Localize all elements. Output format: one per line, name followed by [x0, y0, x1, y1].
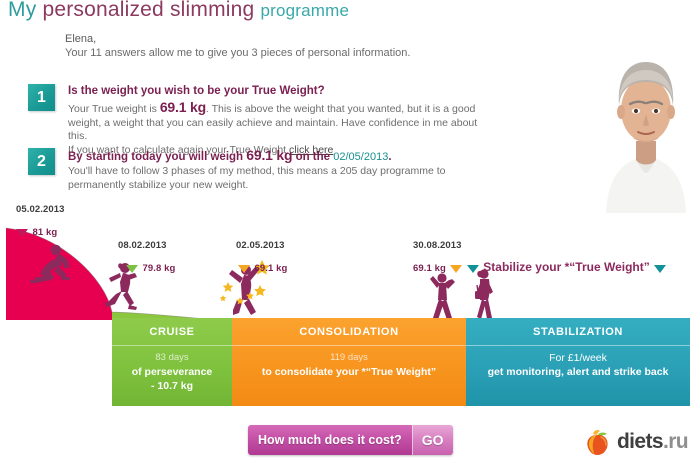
- logo-wordmark: diets.ru: [616, 430, 689, 454]
- phase-stabilization-name: STABILIZATION: [466, 318, 690, 346]
- block-1-number: 1: [28, 84, 55, 111]
- recalculate-link[interactable]: click here: [289, 143, 334, 156]
- block-2-text: You'll have to follow 3 phases of my met…: [68, 165, 446, 191]
- figure-walking-with-bag: [475, 269, 493, 319]
- marker-3-weight: 69.1 kg: [254, 263, 288, 274]
- marker-weight-4: 69.1 kg Stabilize your *“True Weight”: [413, 258, 667, 276]
- marker-4-weight: 69.1 kg: [413, 263, 446, 274]
- block-1-text-before: Your True weight is: [68, 103, 157, 115]
- info-block-1: 1 Is the weight you wish to be your True…: [28, 84, 498, 157]
- site-logo[interactable]: diets.ru: [585, 428, 689, 456]
- figure-jumping-celebration: [219, 260, 270, 315]
- marker-label-4: 30.08.2013: [413, 240, 462, 251]
- block-2-title-end: .: [388, 151, 392, 163]
- cta-label: How much does it cost?: [248, 425, 412, 455]
- block-1-title: Is the weight you wish to be your True W…: [68, 85, 325, 97]
- block-1-line3: If you want to calculate again your True…: [68, 144, 498, 158]
- marker-1-date: 05.02.2013: [16, 204, 65, 215]
- triangle-down-teal-icon-right: [654, 265, 667, 273]
- intro-block: Elena, Your 11 answers allow me to give …: [65, 32, 535, 61]
- marker-2-date: 08.02.2013: [118, 240, 167, 251]
- phase-consolidation-days: 119 days: [330, 352, 368, 363]
- marker-weight-1: 81 kg: [16, 222, 57, 240]
- block-2-target-date: 02/05/2013: [333, 151, 389, 163]
- page-title-part2: personalized slimming: [42, 0, 255, 21]
- greeting-text: Elena,: [65, 33, 97, 45]
- info-block-2: 2 By starting today you will weigh 69.1 …: [28, 148, 498, 192]
- page-title: My personalized slimming programme: [8, 0, 349, 22]
- marker-weight-2: 79.8 kg: [126, 258, 175, 276]
- logo-name: diets: [616, 430, 664, 453]
- cost-cta-button[interactable]: How much does it cost? GO: [248, 425, 453, 455]
- triangle-down-pink-icon: [16, 229, 28, 237]
- block-2-title-before: By starting today you will weigh: [68, 151, 244, 163]
- marker-label-2: 08.02.2013: [118, 240, 167, 251]
- block-2-weight-value: 69.1 kg: [246, 147, 293, 163]
- portrait-illustration: [600, 38, 692, 213]
- phase-bar-consolidation[interactable]: CONSOLIDATION 119 days to consolidate yo…: [232, 318, 466, 406]
- apple-icon: [587, 430, 608, 455]
- block-1-text-after: . This is above the weight that you want…: [68, 103, 478, 142]
- phase-attack-days: 3 days: [45, 352, 73, 363]
- figure-crouching-start: [30, 244, 70, 283]
- triangle-down-orange-icon-2: [450, 265, 463, 273]
- phase-cruise-line3: - 10.7 kg: [150, 380, 194, 392]
- figure-stretching: [430, 273, 455, 320]
- marker-3-date: 02.05.2013: [236, 240, 285, 251]
- marker-label-1: 05.02.2013: [16, 204, 65, 215]
- phase-consolidation-name: CONSOLIDATION: [232, 318, 466, 346]
- intro-subtitle: Your 11 answers allow me to give you 3 p…: [65, 47, 411, 59]
- page-title-part3: programme: [260, 1, 350, 20]
- marker-weight-3: 69.1 kg: [238, 258, 287, 276]
- triangle-down-orange-icon: [238, 265, 250, 273]
- stabilize-label: Stabilize your *“True Weight”: [483, 260, 650, 274]
- phase-consolidation-line2: to consolidate your *“True Weight”: [261, 366, 437, 378]
- phase-attack-name: ATTACK: [6, 318, 112, 346]
- block-2-number: 2: [28, 148, 55, 175]
- phase-bars: ATTACK 3 days of lightning attack - 1.2 …: [0, 318, 700, 406]
- phase-stabilization-line2: get monitoring, alert and strike back: [487, 366, 669, 378]
- marker-4-date: 30.08.2013: [413, 240, 462, 251]
- phase-cruise-name: CRUISE: [112, 318, 232, 346]
- phase-cruise-days: 83 days: [155, 352, 189, 363]
- doctor-portrait-photo: [600, 38, 692, 213]
- logo-tld: .ru: [662, 430, 689, 453]
- phase-cruise-line2: of perseverance: [131, 366, 213, 378]
- phase-bar-attack[interactable]: ATTACK 3 days of lightning attack - 1.2 …: [6, 318, 112, 406]
- block-1-true-weight-value: 69.1 kg: [159, 99, 206, 115]
- marker-label-3: 02.05.2013: [236, 240, 285, 251]
- marker-1-weight: 81 kg: [32, 227, 58, 238]
- block-1-line3-text: If you want to calculate again your True…: [68, 143, 287, 156]
- page-title-part1: My: [8, 0, 37, 21]
- triangle-down-teal-icon-left: [466, 265, 479, 273]
- block-1-text: Your True weight is 69.1 kg. This is abo…: [68, 99, 498, 144]
- phase-stabilization-days: For £1/week: [549, 352, 607, 364]
- block-2-title-mid: on the: [295, 151, 331, 163]
- decorative-stars: [219, 260, 270, 305]
- marker-2-weight: 79.8 kg: [142, 263, 176, 274]
- block-2-title: By starting today you will weigh 69.1 kg…: [68, 148, 498, 165]
- phase-bar-cruise[interactable]: CRUISE 83 days of perseverance - 10.7 kg: [112, 318, 232, 406]
- phase-bar-stabilization[interactable]: STABILIZATION For £1/week get monitoring…: [466, 318, 690, 406]
- phase-attack-line2: of lightning attack: [13, 366, 105, 378]
- phase-attack-line3: - 1.2 kg: [40, 380, 78, 392]
- triangle-down-green-icon: [126, 265, 138, 273]
- cta-go-button[interactable]: GO: [411, 425, 453, 455]
